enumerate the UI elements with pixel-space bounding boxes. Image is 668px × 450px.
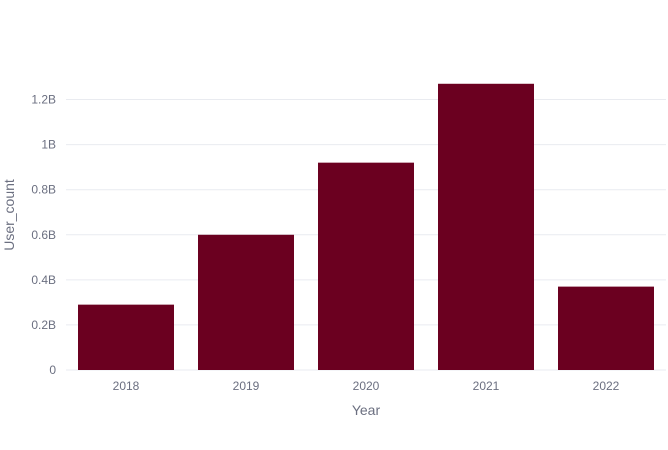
y-axis-ticks: 0 0.2B 0.4B 0.6B 0.8B 1B 1.2B [31, 93, 56, 377]
x-tick-label: 2021 [473, 379, 500, 393]
x-axis-ticks: 2018 2019 2020 2021 2022 [113, 379, 620, 393]
x-tick-label: 2019 [233, 379, 260, 393]
y-tick-label: 0.2B [31, 318, 56, 332]
y-tick-label: 1.2B [31, 93, 56, 107]
y-tick-label: 0 [49, 363, 56, 377]
bar-2022[interactable] [558, 286, 654, 370]
bar-2018[interactable] [78, 304, 174, 370]
x-axis-title: Year [352, 402, 381, 418]
x-tick-label: 2020 [353, 379, 380, 393]
y-tick-label: 0.8B [31, 183, 56, 197]
x-tick-label: 2018 [113, 379, 140, 393]
y-axis-title: User_count [1, 179, 17, 251]
bar-2019[interactable] [198, 234, 294, 370]
y-tick-label: 1B [41, 138, 56, 152]
y-tick-label: 0.4B [31, 273, 56, 287]
bar-2021[interactable] [438, 83, 534, 370]
y-tick-label: 0.6B [31, 228, 56, 242]
bars [78, 83, 654, 370]
x-tick-label: 2022 [593, 379, 620, 393]
bar-2020[interactable] [318, 162, 414, 370]
